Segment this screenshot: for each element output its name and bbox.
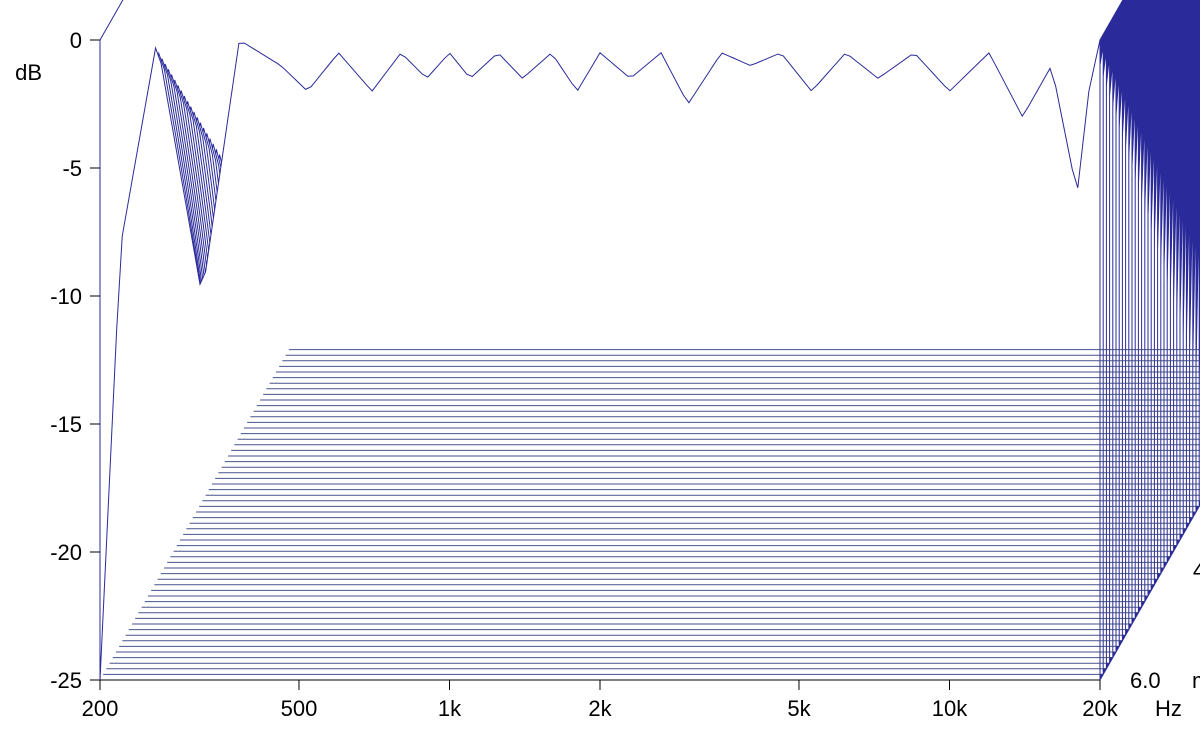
x-tick-label: 2k xyxy=(588,696,612,721)
y-axis-unit: dB xyxy=(15,60,42,85)
y-tick-label: -25 xyxy=(50,668,82,693)
y-tick-label: -5 xyxy=(62,156,82,181)
y-tick-label: 0 xyxy=(70,28,82,53)
x-tick-label: 20k xyxy=(1082,696,1118,721)
x-tick-label: 10k xyxy=(932,696,968,721)
y-tick-label: -15 xyxy=(50,412,82,437)
x-tick-label: 200 xyxy=(82,696,119,721)
waterfall-slice xyxy=(100,40,1100,680)
y-tick-label: -20 xyxy=(50,540,82,565)
x-tick-label: 1k xyxy=(438,696,462,721)
z-axis-unit: ms xyxy=(1192,668,1200,693)
clio-waterfall-plot: 2005001k2k5k10k20kHz0-5-10-15-20-25dB0.0… xyxy=(0,0,1200,746)
x-tick-label: 5k xyxy=(787,696,811,721)
z-tick-label: 6.0 xyxy=(1130,668,1161,693)
x-tick-label: 500 xyxy=(281,696,318,721)
x-axis-unit: Hz xyxy=(1155,696,1182,721)
y-tick-label: -10 xyxy=(50,284,82,309)
plot-svg: 2005001k2k5k10k20kHz0-5-10-15-20-25dB0.0… xyxy=(0,0,1200,746)
z-tick-label: 4.0 xyxy=(1193,558,1200,583)
